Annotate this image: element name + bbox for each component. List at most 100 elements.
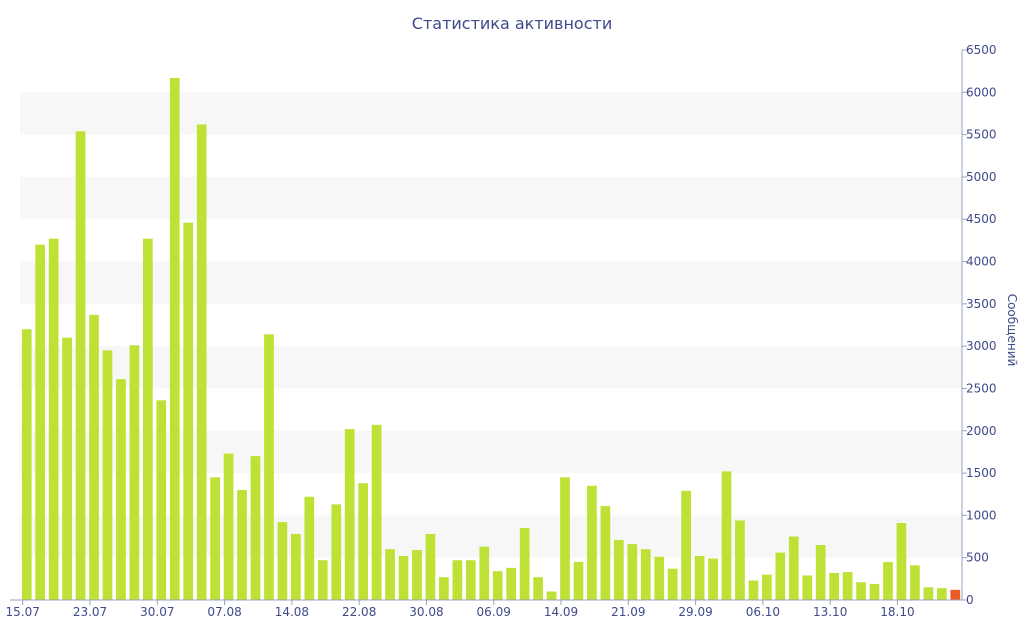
- y-tick-label: 3500: [966, 297, 997, 311]
- bar: [762, 574, 772, 600]
- bar: [573, 561, 584, 600]
- grid-band: [20, 92, 962, 135]
- y-tick-label: 5500: [966, 128, 997, 142]
- bar: [492, 571, 503, 600]
- y-tick-label: 6000: [966, 85, 997, 99]
- y-tick-label: 5000: [966, 170, 997, 184]
- bar: [48, 238, 59, 600]
- x-tick-label: 06.09: [477, 605, 511, 619]
- bar: [856, 582, 866, 600]
- bar: [250, 456, 261, 600]
- bar: [936, 588, 947, 600]
- bar: [842, 572, 853, 600]
- bar: [479, 546, 490, 600]
- bar: [627, 544, 638, 600]
- chart-title: Статистика активности: [411, 14, 613, 33]
- bar: [129, 345, 140, 600]
- bar: [465, 560, 476, 600]
- x-tick-label: 13.10: [813, 605, 847, 619]
- bar: [385, 549, 395, 600]
- bar: [910, 565, 920, 600]
- y-tick-label: 0: [966, 593, 974, 607]
- y-tick-label: 1000: [966, 508, 997, 522]
- y-tick-label: 500: [966, 551, 989, 565]
- bar: [600, 506, 611, 600]
- x-tick-label: 07.08: [207, 605, 241, 619]
- x-tick-label: 14.09: [544, 605, 578, 619]
- bar: [210, 477, 220, 600]
- bar: [304, 496, 315, 600]
- bar: [398, 556, 409, 600]
- y-axis-label: Сообщений: [1005, 294, 1019, 367]
- y-tick-label: 2500: [966, 381, 997, 395]
- bar: [896, 523, 907, 600]
- bar: [506, 567, 517, 600]
- bar: [748, 580, 759, 600]
- x-tick-label: 30.07: [140, 605, 174, 619]
- bar: [183, 222, 194, 600]
- bar: [829, 572, 840, 600]
- y-tick-label: 3000: [966, 339, 997, 353]
- bar: [142, 238, 153, 600]
- bar-current: [950, 589, 961, 600]
- bar: [35, 244, 46, 600]
- y-tick-label: 1500: [966, 466, 997, 480]
- bar: [587, 485, 597, 600]
- x-tick-label: 23.07: [73, 605, 107, 619]
- bar: [358, 483, 369, 600]
- x-tick-label: 21.09: [611, 605, 645, 619]
- bar: [667, 568, 678, 600]
- bar: [277, 522, 288, 600]
- bar: [291, 534, 301, 600]
- y-tick-label: 4000: [966, 255, 997, 269]
- bar: [519, 528, 530, 600]
- bar: [546, 591, 557, 600]
- x-tick-label: 15.07: [6, 605, 40, 619]
- bar: [815, 545, 826, 600]
- bar: [869, 583, 880, 600]
- bar: [654, 556, 665, 600]
- bar: [21, 329, 32, 600]
- bar: [317, 560, 328, 600]
- bar: [331, 504, 342, 600]
- bar: [439, 577, 449, 600]
- bar: [452, 560, 463, 600]
- x-tick-label: 22.08: [342, 605, 376, 619]
- bar: [196, 124, 207, 600]
- bar: [640, 549, 651, 600]
- bar: [694, 556, 705, 600]
- bar: [681, 490, 691, 600]
- bar: [721, 471, 732, 600]
- bar: [371, 424, 382, 600]
- bar: [775, 552, 786, 600]
- bar: [560, 477, 570, 600]
- bar: [169, 77, 180, 600]
- bar: [223, 453, 234, 600]
- y-tick-label: 6500: [966, 43, 997, 57]
- bar: [613, 539, 624, 600]
- y-tick-label: 2000: [966, 424, 997, 438]
- bar: [708, 558, 718, 600]
- bar: [75, 131, 86, 600]
- bar: [344, 429, 355, 600]
- bar: [788, 536, 799, 600]
- x-tick-label: 14.08: [275, 605, 309, 619]
- bar: [923, 587, 934, 600]
- bar: [802, 575, 813, 600]
- bar: [883, 561, 893, 600]
- bar: [533, 577, 543, 600]
- bar: [89, 314, 99, 600]
- x-tick-label: 06.10: [746, 605, 780, 619]
- bar: [425, 534, 436, 600]
- grid-band: [20, 346, 962, 389]
- x-tick-label: 29.09: [678, 605, 712, 619]
- x-tick-label: 30.08: [409, 605, 443, 619]
- bar: [237, 490, 247, 600]
- bar: [412, 550, 422, 600]
- bar: [156, 400, 167, 600]
- bar: [62, 337, 72, 600]
- y-axis: 0 500 1000 1500 2000 2500 3000 3500 4000 4500 5000…: [961, 43, 1019, 607]
- bar: [116, 379, 126, 600]
